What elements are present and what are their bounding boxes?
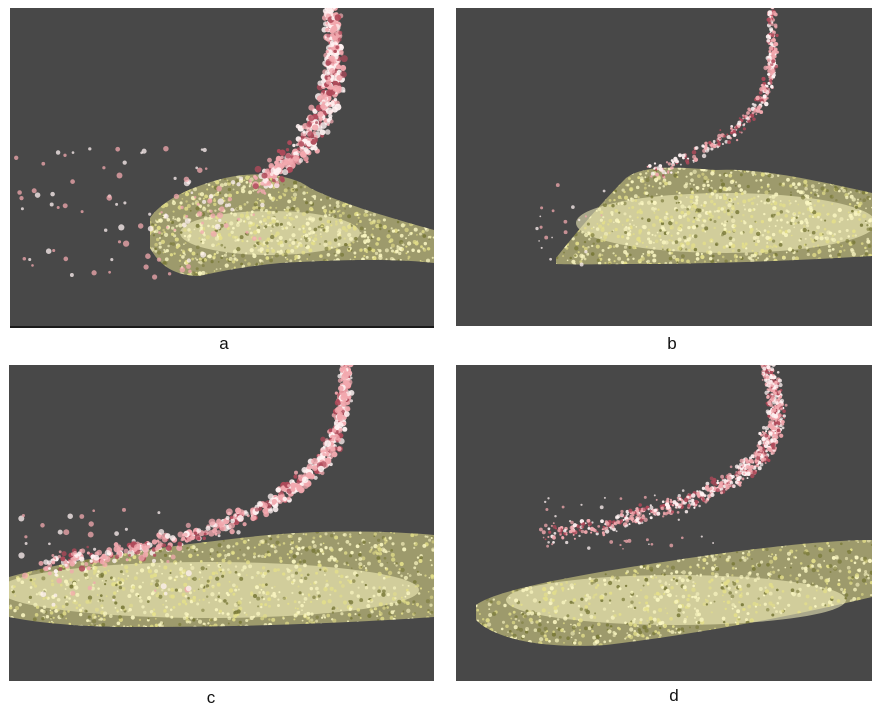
bed-particles [476,540,872,646]
loose-droplets [160,176,265,241]
droplet-stream [248,8,348,195]
caption-c: c [206,688,216,707]
panel-c-image [9,365,434,681]
droplet-stream [38,365,355,577]
particle-scene-b [535,8,872,267]
bed-particles [556,167,872,265]
particle-scene-a [14,8,434,280]
droplet-stream [538,365,788,546]
panel-b-image [456,8,872,326]
droplet-stream [646,8,779,179]
panel-d-image [456,365,872,681]
caption-d: d [669,686,679,705]
loose-droplets [14,145,213,280]
caption-b: b [667,334,677,353]
panel-a-image [10,8,434,328]
particle-scene-d [476,365,872,646]
loose-droplets [18,507,202,607]
loose-droplets [535,183,606,267]
bed-particles [9,531,434,627]
particle-scene-c [9,365,434,627]
loose-droplets [542,494,715,550]
caption-a: a [219,334,229,353]
